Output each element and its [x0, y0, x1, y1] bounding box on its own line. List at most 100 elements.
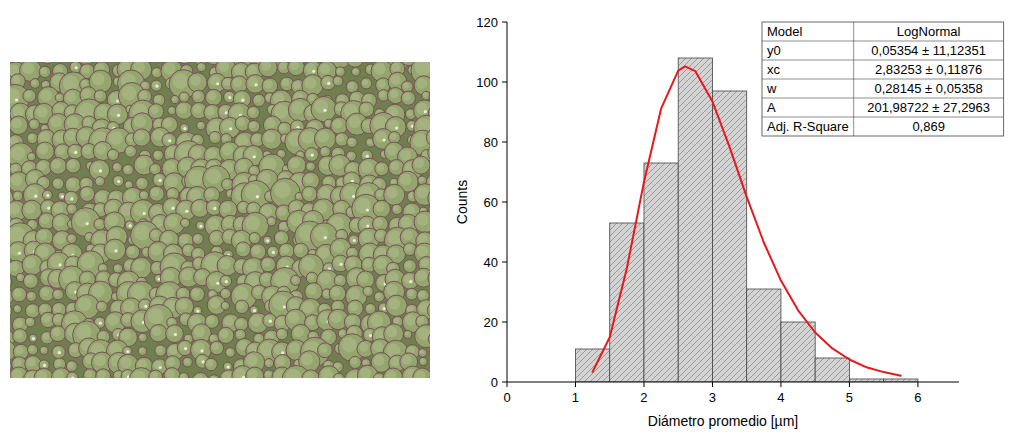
droplet-highlight	[386, 187, 398, 199]
droplet-highlight	[370, 314, 383, 327]
histogram-bar	[815, 358, 849, 382]
droplet-highlight	[405, 314, 416, 325]
droplet-highlight	[83, 145, 92, 154]
droplet-highlight	[359, 343, 368, 352]
droplet-highlight	[401, 217, 412, 228]
droplet	[42, 62, 53, 64]
droplet	[235, 300, 248, 313]
droplet-highlight	[400, 174, 412, 186]
x-axis-title: Diámetro promedio [µm]	[648, 413, 798, 429]
droplet-highlight	[155, 275, 160, 280]
droplet-highlight	[292, 277, 298, 283]
droplet-highlight	[246, 148, 257, 159]
droplet-highlight	[197, 356, 205, 364]
droplet-highlight	[336, 276, 343, 283]
droplet-highlight	[265, 371, 271, 377]
droplet	[164, 368, 180, 378]
table-rule	[762, 79, 1004, 80]
droplet-highlight	[137, 179, 144, 186]
droplet-highlight	[423, 92, 428, 97]
droplet-speck	[352, 195, 355, 198]
droplet-speck	[202, 360, 205, 363]
droplet-highlight	[224, 363, 229, 368]
droplet-highlight	[28, 154, 32, 158]
droplet-highlight	[168, 346, 177, 355]
droplet-speck	[99, 169, 102, 172]
droplet-highlight	[337, 68, 342, 73]
droplet-highlight	[405, 331, 409, 335]
droplet-highlight	[120, 357, 131, 368]
droplet	[27, 133, 38, 144]
droplet	[259, 62, 278, 77]
droplet-highlight	[301, 131, 314, 144]
droplet	[246, 75, 265, 94]
droplet-speck	[216, 282, 219, 285]
droplet	[67, 372, 78, 378]
droplet	[427, 301, 430, 319]
droplet	[413, 368, 430, 378]
droplet-highlight	[24, 203, 35, 214]
droplet-highlight	[153, 69, 159, 75]
droplet-highlight	[97, 273, 106, 282]
x-tick-label: 3	[709, 390, 716, 405]
droplet-highlight	[289, 299, 299, 309]
droplet-highlight	[308, 274, 314, 280]
droplet-highlight	[417, 78, 428, 89]
droplet-highlight	[121, 330, 131, 340]
droplet-highlight	[30, 335, 34, 339]
droplet-highlight	[255, 335, 261, 341]
droplet-highlight	[36, 371, 47, 378]
droplet-highlight	[173, 73, 189, 89]
droplet	[13, 329, 28, 344]
droplet-highlight	[38, 144, 48, 154]
droplet-highlight	[320, 63, 331, 74]
droplet-highlight	[13, 289, 21, 297]
droplet-highlight	[264, 237, 269, 242]
droplet-highlight	[222, 120, 233, 131]
droplet-highlight	[349, 116, 361, 128]
droplet	[205, 89, 221, 105]
droplet	[179, 92, 189, 102]
droplet-highlight	[134, 116, 146, 128]
droplet	[418, 349, 426, 357]
droplet	[179, 373, 189, 378]
droplet-highlight	[191, 147, 202, 158]
droplet-highlight	[114, 177, 120, 183]
droplet-highlight	[323, 77, 331, 85]
droplet-highlight	[319, 273, 331, 285]
droplet-highlight	[162, 233, 173, 244]
droplet-highlight	[124, 348, 129, 353]
droplet-highlight	[417, 246, 428, 257]
droplet-speck	[86, 222, 89, 225]
droplet-highlight	[107, 215, 119, 227]
droplet-highlight	[181, 314, 188, 321]
droplet-highlight	[185, 335, 190, 340]
droplet	[166, 325, 184, 343]
droplet-highlight	[198, 122, 203, 127]
droplet-highlight	[274, 182, 290, 198]
droplet-highlight	[40, 89, 52, 101]
droplet	[138, 347, 147, 356]
droplet	[374, 292, 384, 302]
droplet-highlight	[54, 104, 64, 114]
droplet-highlight	[14, 319, 23, 328]
droplet	[126, 245, 140, 259]
x-tick-label: 5	[846, 390, 853, 405]
x-tick-label: 1	[572, 390, 579, 405]
droplet-highlight	[177, 104, 187, 114]
droplet-highlight	[139, 348, 144, 353]
droplet-highlight	[235, 368, 247, 378]
droplet-highlight	[416, 103, 428, 115]
droplet-highlight	[211, 232, 220, 241]
droplet	[151, 80, 162, 91]
droplet-highlight	[99, 332, 106, 339]
droplet-highlight	[107, 314, 119, 326]
droplet-speck	[283, 305, 286, 308]
droplet-highlight	[84, 118, 92, 126]
droplet-highlight	[361, 104, 369, 112]
droplet-speck	[227, 365, 230, 368]
droplet-speck	[269, 320, 272, 323]
table-cell: w	[766, 81, 777, 96]
droplet	[10, 313, 11, 325]
droplet	[155, 345, 166, 356]
